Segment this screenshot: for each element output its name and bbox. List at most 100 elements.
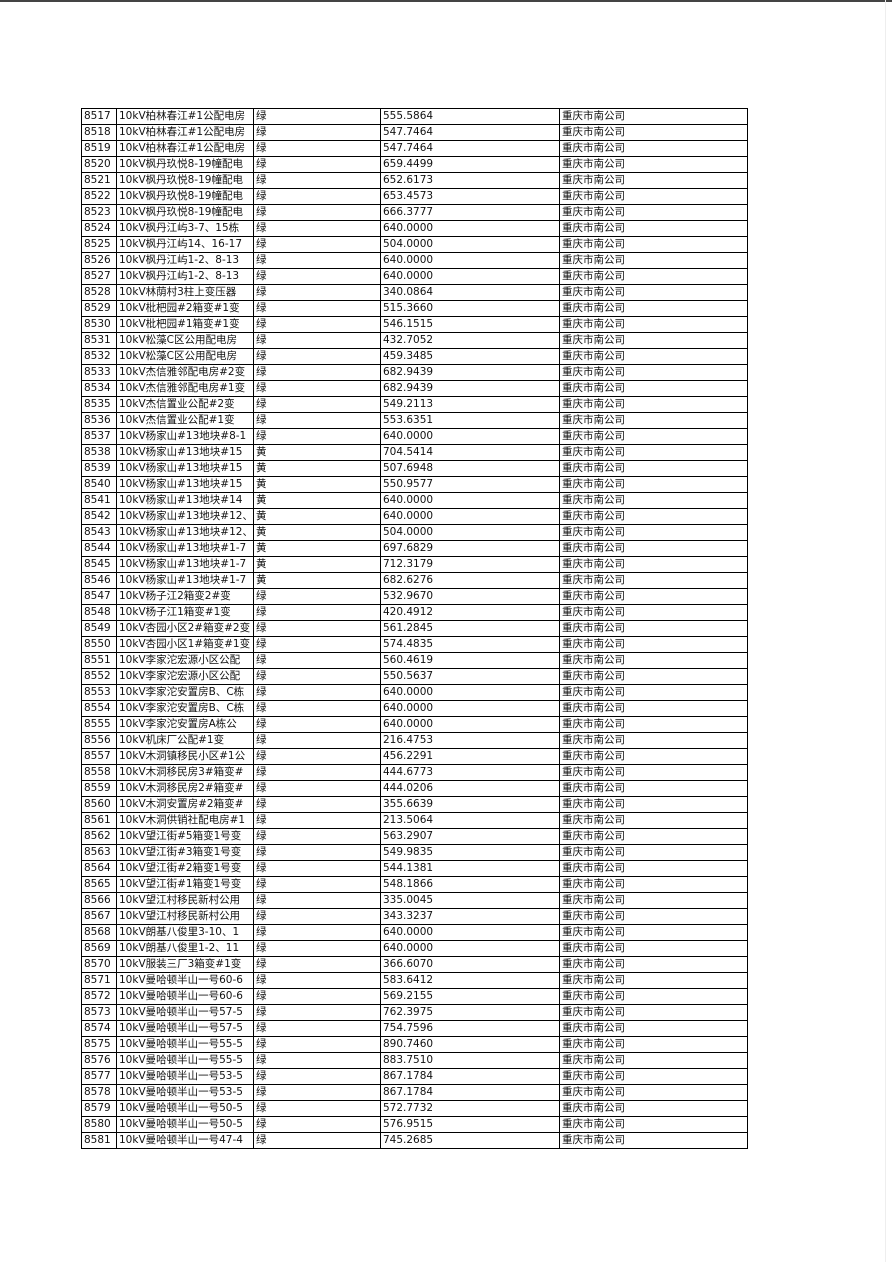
row-id-cell: 8579	[81, 1100, 117, 1117]
table-row: 8551 10kV李家沱宏源小区公配绿 560.4619 重庆市南公司	[81, 652, 748, 669]
table-row: 8577 10kV曼哈顿半山一号53-5 绿 867.1784 重庆市南公司	[81, 1068, 748, 1085]
table-row: 8549 10kV杏园小区2#箱变#2变绿 561.2845 重庆市南公司	[81, 620, 748, 637]
station-name-cell: 10kV杰信雅邻配电房#1变	[116, 380, 254, 397]
value-cell: 563.2907	[379, 828, 560, 845]
company-cell: 重庆市南公司	[558, 156, 748, 173]
table-row: 8550 10kV杏园小区1#箱变#1变绿 574.4835 重庆市南公司	[81, 636, 748, 653]
value-cell: 515.3660	[379, 300, 560, 317]
station-name-cell: 10kV杨子江1箱变#1变	[116, 604, 254, 621]
status-color-cell: 绿	[252, 636, 381, 653]
station-name-cell: 10kV枫丹江屿1-2、8-13	[116, 252, 254, 269]
company-cell: 重庆市南公司	[558, 1020, 748, 1037]
station-name-cell: 10kV松藻C区公用配电房	[116, 348, 254, 365]
value-cell: 507.6948	[379, 460, 560, 477]
row-id-cell: 8546	[81, 572, 117, 589]
company-cell: 重庆市南公司	[558, 588, 748, 605]
status-color-cell: 绿	[252, 876, 381, 893]
row-id-cell: 8526	[81, 252, 117, 269]
value-cell: 574.4835	[379, 636, 560, 653]
row-id-cell: 8541	[81, 492, 117, 509]
table-row: 8581 10kV曼哈顿半山一号47-4 绿 745.2685 重庆市南公司	[81, 1132, 748, 1149]
status-color-cell: 绿	[252, 716, 381, 733]
station-name-cell: 10kV杨家山#13地块#12、	[116, 508, 254, 525]
value-cell: 697.6829	[379, 540, 560, 557]
company-cell: 重庆市南公司	[558, 1084, 748, 1101]
status-color-cell: 绿	[252, 1100, 381, 1117]
status-color-cell: 绿	[252, 380, 381, 397]
row-id-cell: 8545	[81, 556, 117, 573]
station-name-cell: 10kV杨家山#13地块#1-7	[116, 556, 254, 573]
station-name-cell: 10kV柏林春江#1公配电房	[116, 140, 254, 157]
row-id-cell: 8531	[81, 332, 117, 349]
company-cell: 重庆市南公司	[558, 1100, 748, 1117]
row-id-cell: 8569	[81, 940, 117, 957]
value-cell: 546.1515	[379, 316, 560, 333]
table-row: 8553 10kV李家沱安置房B、C栋绿 640.0000 重庆市南公司	[81, 684, 748, 701]
value-cell: 867.1784	[379, 1084, 560, 1101]
company-cell: 重庆市南公司	[558, 668, 748, 685]
company-cell: 重庆市南公司	[558, 556, 748, 573]
status-color-cell: 绿	[252, 316, 381, 333]
row-id-cell: 8565	[81, 876, 117, 893]
table-row: 8537 10kV杨家山#13地块#8-1 绿 640.0000 重庆市南公司	[81, 428, 748, 445]
station-name-cell: 10kV枫丹玖悦8-19幢配电	[116, 204, 254, 221]
company-cell: 重庆市南公司	[558, 268, 748, 285]
row-id-cell: 8563	[81, 844, 117, 861]
value-cell: 682.9439	[379, 380, 560, 397]
station-name-cell: 10kV望江街#3箱变1号变	[116, 844, 254, 861]
company-cell: 重庆市南公司	[558, 988, 748, 1005]
station-name-cell: 10kV枫丹江屿1-2、8-13	[116, 268, 254, 285]
status-color-cell: 绿	[252, 700, 381, 717]
row-id-cell: 8518	[81, 124, 117, 141]
table-row: 8543 10kV杨家山#13地块#12、黄 504.0000 重庆市南公司	[81, 524, 748, 541]
table-row: 8571 10kV曼哈顿半山一号60-6 绿 583.6412 重庆市南公司	[81, 972, 748, 989]
table-row: 8568 10kV朗基八俊里3-10、1 绿 640.0000 重庆市南公司	[81, 924, 748, 941]
table-row: 8555 10kV李家沱安置房A栋公绿 640.0000 重庆市南公司	[81, 716, 748, 733]
table-row: 8575 10kV曼哈顿半山一号55-5 绿 890.7460 重庆市南公司	[81, 1036, 748, 1053]
status-color-cell: 绿	[252, 604, 381, 621]
value-cell: 553.6351	[379, 412, 560, 429]
status-color-cell: 黄	[252, 524, 381, 541]
station-name-cell: 10kV望江街#5箱变1号变	[116, 828, 254, 845]
company-cell: 重庆市南公司	[558, 364, 748, 381]
status-color-cell: 绿	[252, 748, 381, 765]
station-name-cell: 10kV望江村移民新村公用	[116, 892, 254, 909]
table-row: 8523 10kV枫丹玖悦8-19幢配电绿 666.3777 重庆市南公司	[81, 204, 748, 221]
value-cell: 576.9515	[379, 1116, 560, 1133]
company-cell: 重庆市南公司	[558, 844, 748, 861]
status-color-cell: 绿	[252, 124, 381, 141]
status-color-cell: 绿	[252, 652, 381, 669]
table-row: 8565 10kV望江街#1箱变1号变绿 548.1866 重庆市南公司	[81, 876, 748, 893]
table-row: 8558 10kV木洞移民房3#箱变# 绿 444.6773 重庆市南公司	[81, 764, 748, 781]
station-name-cell: 10kV枫丹玖悦8-19幢配电	[116, 188, 254, 205]
table-row: 8548 10kV杨子江1箱变#1变绿 420.4912 重庆市南公司	[81, 604, 748, 621]
row-id-cell: 8527	[81, 268, 117, 285]
value-cell: 659.4499	[379, 156, 560, 173]
row-id-cell: 8574	[81, 1020, 117, 1037]
table-row: 8545 10kV杨家山#13地块#1-7 黄 712.3179 重庆市南公司	[81, 556, 748, 573]
station-name-cell: 10kV曼哈顿半山一号50-5	[116, 1100, 254, 1117]
company-cell: 重庆市南公司	[558, 572, 748, 589]
company-cell: 重庆市南公司	[558, 332, 748, 349]
value-cell: 547.7464	[379, 140, 560, 157]
row-id-cell: 8566	[81, 892, 117, 909]
row-id-cell: 8580	[81, 1116, 117, 1133]
row-id-cell: 8572	[81, 988, 117, 1005]
station-name-cell: 10kV曼哈顿半山一号55-5	[116, 1036, 254, 1053]
station-name-cell: 10kV杏园小区1#箱变#1变	[116, 636, 254, 653]
station-name-cell: 10kV李家沱宏源小区公配	[116, 652, 254, 669]
company-cell: 重庆市南公司	[558, 396, 748, 413]
company-cell: 重庆市南公司	[558, 348, 748, 365]
value-cell: 583.6412	[379, 972, 560, 989]
row-id-cell: 8535	[81, 396, 117, 413]
row-id-cell: 8538	[81, 444, 117, 461]
station-name-cell: 10kV朗基八俊里1-2、11	[116, 940, 254, 957]
row-id-cell: 8556	[81, 732, 117, 749]
station-name-cell: 10kV杨子江2箱变2#变	[116, 588, 254, 605]
table-row: 8538 10kV杨家山#13地块#15 黄 704.5414 重庆市南公司	[81, 444, 748, 461]
company-cell: 重庆市南公司	[558, 604, 748, 621]
company-cell: 重庆市南公司	[558, 236, 748, 253]
status-color-cell: 绿	[252, 1004, 381, 1021]
value-cell: 640.0000	[379, 684, 560, 701]
value-cell: 754.7596	[379, 1020, 560, 1037]
